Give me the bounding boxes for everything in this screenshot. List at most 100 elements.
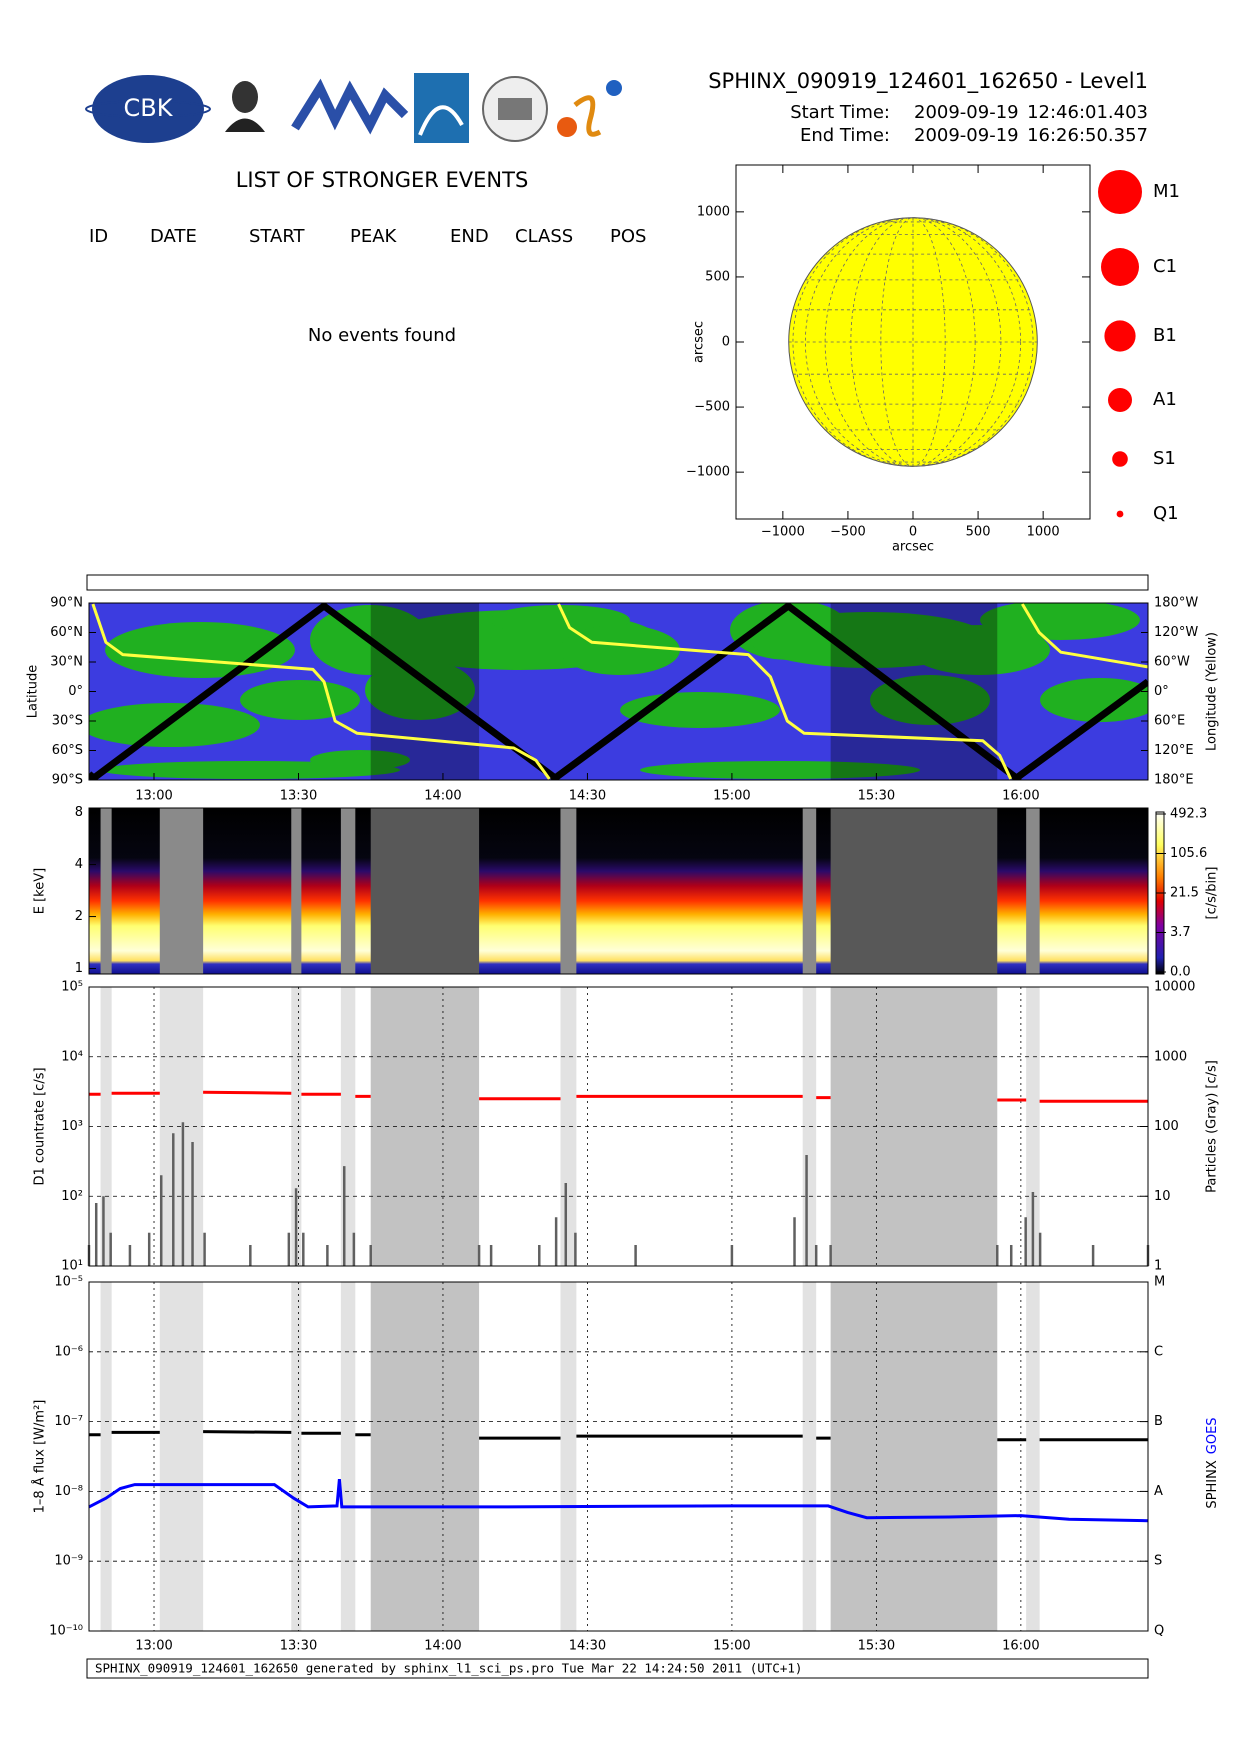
class-marker (1104, 320, 1136, 352)
x-tick-label: 14:00 (424, 789, 461, 804)
y-tick-label: 10⁻⁹ (54, 1554, 83, 1569)
start-time: 12:46:01.403 (1027, 102, 1148, 123)
x-tick-label: 15:30 (858, 1639, 895, 1654)
y2-tick-label: 10 (1154, 1189, 1171, 1204)
y2-tick-label: 1000 (1154, 1049, 1187, 1064)
orbit-line (89, 603, 1148, 780)
start-label: Start Time: (790, 102, 890, 123)
no-data-band (100, 1282, 112, 1631)
events-column: START (249, 226, 306, 247)
legend: SPHINX GOES (1205, 1417, 1220, 1508)
plot-frame (88, 986, 1149, 1267)
no-data-band (340, 1282, 356, 1631)
x-tick-label: 13:00 (135, 1639, 172, 1654)
countrate-line (89, 1090, 1148, 1103)
y-tick-label: 90°S (52, 773, 83, 788)
plot-frame (88, 1281, 1149, 1632)
class-label: S1 (1153, 448, 1176, 469)
events-title: LIST OF STRONGER EVENTS (236, 168, 529, 192)
y-tick-label: 4 (75, 857, 83, 872)
end-date: 2009-09-19 (914, 125, 1019, 146)
start-date: 2009-09-19 (914, 102, 1019, 123)
y-axis-label: arcsec (692, 321, 707, 363)
y-tick-label: 90°N (50, 596, 83, 611)
x-tick-label: 13:00 (135, 789, 172, 804)
longitude-line (91, 603, 1148, 780)
y2-tick-label: 1 (1154, 1259, 1162, 1274)
y-tick-label: −1000 (686, 465, 730, 480)
no-data-band (560, 808, 577, 974)
events-message: No events found (308, 325, 456, 346)
x-tick-label: 0 (909, 525, 917, 540)
x-tick-label: 14:00 (424, 1639, 461, 1654)
y-tick-label: 10⁻⁷ (54, 1414, 83, 1429)
class-label: A1 (1153, 389, 1177, 410)
x-tick-label: 14:30 (569, 1639, 606, 1654)
legend-entry: GOES (1205, 1417, 1220, 1454)
y-axis-label: D1 countrate [c/s] (33, 1067, 48, 1185)
no-data-band (802, 1282, 817, 1631)
x-tick-label: 14:30 (569, 789, 606, 804)
y2-tick-label: 180°E (1154, 773, 1194, 788)
class-marker (1112, 451, 1128, 467)
class-label: B1 (1153, 325, 1177, 346)
colorbar-label: [c/s/bin] (1205, 867, 1220, 920)
y2-tick-label: A (1154, 1484, 1163, 1499)
land (560, 625, 680, 675)
map-background (89, 603, 1148, 780)
y-tick-label: 1 (75, 961, 83, 976)
y2-tick-label: C (1154, 1344, 1163, 1359)
y-tick-label: 10³ (61, 1119, 83, 1134)
x-tick-label: 13:30 (280, 1639, 317, 1654)
x-tick-label: 500 (966, 525, 991, 540)
y-axis-label: Latitude (26, 665, 41, 719)
colorbar-tick-label: 105.6 (1170, 846, 1207, 861)
y-tick-label: 30°N (50, 655, 83, 670)
no-data-band (830, 603, 998, 780)
y-tick-label: 8 (75, 805, 83, 820)
land (365, 660, 475, 720)
no-data-band (830, 808, 998, 974)
no-data-band (1026, 1282, 1040, 1631)
y-tick-label: 10⁻⁵ (54, 1275, 83, 1290)
no-data-band (370, 1282, 480, 1631)
class-label: C1 (1153, 256, 1177, 277)
y-tick-label: 30°S (52, 714, 83, 729)
y2-tick-label: S (1154, 1554, 1162, 1569)
land (640, 761, 920, 779)
colorbar-tick-label: 0.0 (1170, 965, 1191, 980)
y2-tick-label: 60°E (1154, 714, 1185, 729)
no-data-band (291, 808, 302, 974)
logo-text: CBK (124, 94, 174, 122)
class-marker (1116, 510, 1124, 518)
x-axis-label: arcsec (892, 540, 934, 555)
y-tick-label: −500 (694, 400, 730, 415)
y-tick-label: 10⁴ (61, 1049, 83, 1064)
y-tick-label: 0° (68, 684, 83, 699)
y2-tick-label: 10000 (1154, 980, 1195, 995)
y2-tick-label: 120°W (1154, 625, 1198, 640)
plot-frame (88, 807, 1149, 975)
no-data-band (159, 1282, 204, 1631)
no-data-band (370, 603, 480, 780)
x-tick-label: 15:30 (858, 789, 895, 804)
y2-tick-label: M (1154, 1275, 1165, 1290)
no-data-band (802, 808, 817, 974)
land (910, 625, 1050, 675)
y-tick-label: 60°S (52, 743, 83, 758)
class-label: Q1 (1153, 503, 1179, 524)
x-tick-label: 13:30 (280, 789, 317, 804)
y2-tick-label: 120°E (1154, 743, 1194, 758)
y-tick-label: 1000 (697, 204, 730, 219)
no-data-band (370, 808, 480, 974)
end-label: End Time: (800, 125, 890, 146)
y-tick-label: 0 (722, 335, 730, 350)
class-label: M1 (1153, 181, 1180, 202)
land (1040, 678, 1148, 722)
logos: CBK (85, 73, 622, 143)
events-column: PEAK (350, 226, 398, 247)
events-column: ID (89, 226, 108, 247)
end-time: 16:26:50.357 (1027, 125, 1148, 146)
